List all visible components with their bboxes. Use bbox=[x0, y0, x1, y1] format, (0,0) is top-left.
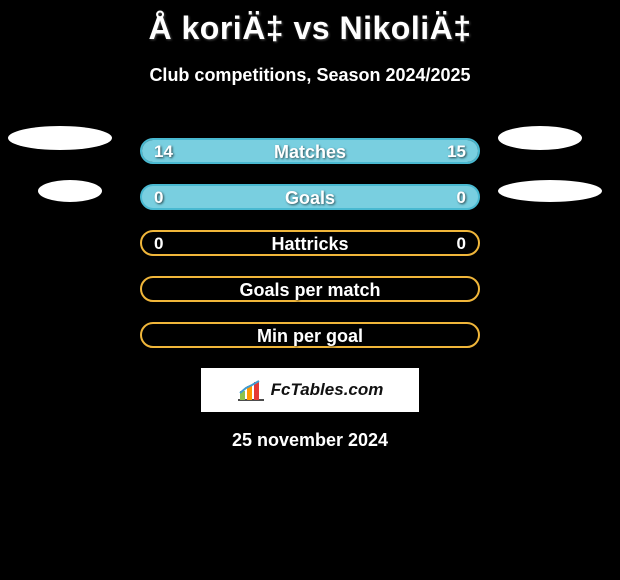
stat-bar: Goals per match bbox=[140, 276, 480, 302]
brand-logo: FcTables.com bbox=[237, 379, 384, 401]
stat-bar: Goals0 0 bbox=[140, 184, 480, 210]
stat-value-left: 14 bbox=[154, 142, 173, 162]
stat-label: Min per goal bbox=[142, 326, 478, 347]
chart-icon bbox=[237, 379, 265, 401]
stat-rows: Matches1415Goals00Hattricks00Goals per m… bbox=[0, 128, 620, 358]
stat-row: Goals per match bbox=[0, 266, 620, 312]
brand-logo-text: FcTables.com bbox=[271, 380, 384, 400]
left-photo-ellipse bbox=[38, 180, 102, 202]
right-photo-ellipse bbox=[498, 126, 582, 150]
stat-value-right: 15 bbox=[447, 142, 466, 162]
stat-bar: Min per goal bbox=[140, 322, 480, 348]
stat-bar: Matches1415 bbox=[140, 138, 480, 164]
stat-label: Hattricks bbox=[142, 234, 478, 255]
right-photo-ellipse bbox=[498, 180, 602, 202]
stat-bar: Hattricks0 0 bbox=[140, 230, 480, 256]
stat-value-right: 0 bbox=[457, 188, 466, 208]
stat-label: Goals bbox=[142, 188, 478, 209]
stat-value-left: 0 bbox=[154, 234, 163, 254]
logo-box: FcTables.com bbox=[201, 368, 419, 412]
stat-label: Goals per match bbox=[142, 280, 478, 301]
stat-row: Min per goal bbox=[0, 312, 620, 358]
date-text: 25 november 2024 bbox=[0, 430, 620, 451]
left-photo-ellipse bbox=[8, 126, 112, 150]
infographic-root: Å koriÄ‡ vs NikoliÄ‡ Club competitions, … bbox=[0, 0, 620, 580]
page-title: Å koriÄ‡ vs NikoliÄ‡ bbox=[0, 10, 620, 47]
stat-value-left: 0 bbox=[154, 188, 163, 208]
page-subtitle: Club competitions, Season 2024/2025 bbox=[0, 65, 620, 86]
stat-value-right: 0 bbox=[457, 234, 466, 254]
stat-row: Hattricks0 0 bbox=[0, 220, 620, 266]
